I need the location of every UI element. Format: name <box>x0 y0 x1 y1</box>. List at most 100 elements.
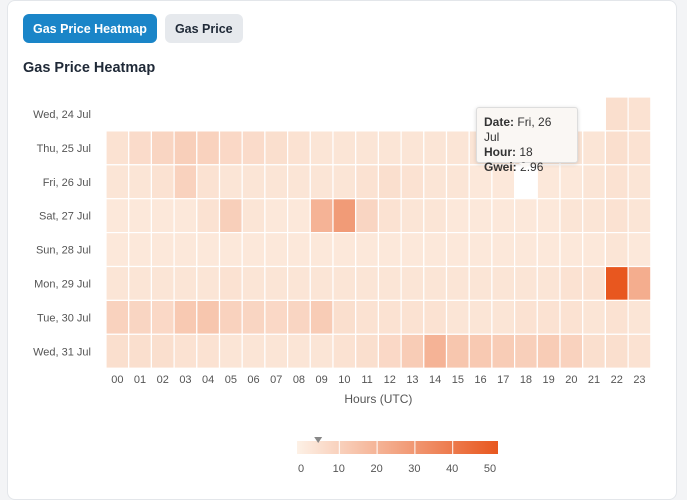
heatmap-cell[interactable] <box>218 232 243 268</box>
heatmap-cell[interactable] <box>173 299 198 335</box>
heatmap-cell[interactable] <box>377 198 402 234</box>
heatmap-cell[interactable] <box>604 96 629 132</box>
heatmap-cell[interactable] <box>287 198 311 234</box>
heatmap-cell[interactable] <box>128 232 152 268</box>
heatmap-cell[interactable] <box>604 164 629 200</box>
heatmap-cell[interactable] <box>513 265 538 302</box>
heatmap-cell[interactable] <box>423 299 448 335</box>
heatmap-cell[interactable] <box>173 198 198 234</box>
heatmap-cell[interactable] <box>559 232 584 268</box>
heatmap-cell[interactable] <box>604 130 629 166</box>
heatmap-cell[interactable] <box>491 299 516 335</box>
heatmap-cell[interactable] <box>264 333 289 369</box>
heatmap-cell[interactable] <box>105 130 130 166</box>
heatmap-cell[interactable] <box>582 265 607 302</box>
heatmap-cell[interactable] <box>627 265 652 302</box>
heatmap-cell[interactable] <box>241 299 266 335</box>
heatmap-cell[interactable] <box>241 198 266 234</box>
heatmap-cell[interactable] <box>264 299 289 335</box>
heatmap-cell[interactable] <box>536 265 561 302</box>
heatmap-cell[interactable] <box>105 299 130 335</box>
heatmap-cell[interactable] <box>582 299 607 335</box>
heatmap-cell[interactable] <box>264 265 289 302</box>
heatmap-cell[interactable] <box>377 299 402 335</box>
heatmap-cell[interactable] <box>287 333 311 369</box>
heatmap-cell[interactable] <box>196 333 221 369</box>
heatmap-cell[interactable] <box>332 333 357 369</box>
heatmap-cell[interactable] <box>309 130 334 166</box>
heatmap-cell[interactable] <box>468 265 493 302</box>
heatmap-cell[interactable] <box>627 333 652 369</box>
heatmap-cell[interactable] <box>196 299 221 335</box>
heatmap-cell[interactable] <box>582 333 607 369</box>
heatmap-cell[interactable] <box>377 333 402 369</box>
heatmap-cell[interactable] <box>196 198 221 234</box>
heatmap-cell[interactable] <box>355 265 380 302</box>
heatmap-cell[interactable] <box>287 299 311 335</box>
heatmap-cell[interactable] <box>559 265 584 302</box>
heatmap-cell[interactable] <box>105 198 130 234</box>
heatmap-cell[interactable] <box>604 299 629 335</box>
heatmap-cell[interactable] <box>627 96 652 132</box>
heatmap-cell[interactable] <box>582 164 607 200</box>
heatmap-cell[interactable] <box>264 164 289 200</box>
heatmap-cell[interactable] <box>445 198 470 234</box>
heatmap-cell[interactable] <box>150 265 175 302</box>
heatmap-cell[interactable] <box>309 232 334 268</box>
heatmap-cell[interactable] <box>218 164 243 200</box>
heatmap-cell[interactable] <box>309 299 334 335</box>
heatmap-cell[interactable] <box>445 232 470 268</box>
heatmap-cell[interactable] <box>264 130 289 166</box>
heatmap-cell[interactable] <box>445 164 470 200</box>
heatmap-cell[interactable] <box>196 265 221 302</box>
heatmap-cell[interactable] <box>445 333 470 369</box>
heatmap-cell[interactable] <box>423 164 448 200</box>
heatmap-cell[interactable] <box>445 299 470 335</box>
heatmap-cell[interactable] <box>355 333 380 369</box>
heatmap-cell[interactable] <box>309 333 334 369</box>
heatmap-cell[interactable] <box>559 333 584 369</box>
heatmap-cell[interactable] <box>128 130 152 166</box>
heatmap-cell[interactable] <box>128 299 152 335</box>
heatmap-cell[interactable] <box>264 198 289 234</box>
heatmap-cell[interactable] <box>582 232 607 268</box>
heatmap-cell[interactable] <box>377 164 402 200</box>
heatmap-cell[interactable] <box>491 232 516 268</box>
heatmap-cell[interactable] <box>627 164 652 200</box>
heatmap-cell[interactable] <box>264 232 289 268</box>
heatmap-cell[interactable] <box>400 299 425 335</box>
heatmap-cell[interactable] <box>128 333 152 369</box>
heatmap-cell[interactable] <box>604 333 629 369</box>
heatmap-cell[interactable] <box>218 333 243 369</box>
heatmap-cell[interactable] <box>355 232 380 268</box>
heatmap-cell[interactable] <box>400 232 425 268</box>
tab-gas-price-heatmap[interactable]: Gas Price Heatmap <box>23 14 157 43</box>
heatmap-cell[interactable] <box>105 232 130 268</box>
heatmap-cell[interactable] <box>173 265 198 302</box>
heatmap-cell[interactable] <box>423 198 448 234</box>
heatmap-cell[interactable] <box>604 198 629 234</box>
heatmap-cell[interactable] <box>150 299 175 335</box>
heatmap-cell[interactable] <box>218 299 243 335</box>
heatmap-cell[interactable] <box>445 265 470 302</box>
heatmap-cell[interactable] <box>377 265 402 302</box>
heatmap-cell[interactable] <box>355 299 380 335</box>
heatmap-cell[interactable] <box>536 333 561 369</box>
heatmap-cell[interactable] <box>241 265 266 302</box>
heatmap-cell[interactable] <box>218 198 243 234</box>
heatmap-cell[interactable] <box>241 232 266 268</box>
heatmap-cell[interactable] <box>536 299 561 335</box>
heatmap-cell[interactable] <box>400 164 425 200</box>
heatmap-cell[interactable] <box>150 130 175 166</box>
heatmap-cell[interactable] <box>355 130 380 166</box>
heatmap-cell[interactable] <box>309 164 334 200</box>
heatmap-cell[interactable] <box>513 333 538 369</box>
heatmap-cell[interactable] <box>491 265 516 302</box>
heatmap-cell[interactable] <box>332 265 357 302</box>
heatmap-cell[interactable] <box>377 232 402 268</box>
heatmap-cell[interactable] <box>400 333 425 369</box>
heatmap-cell[interactable] <box>128 265 152 302</box>
heatmap-cell[interactable] <box>582 198 607 234</box>
heatmap-cell[interactable] <box>604 232 629 268</box>
heatmap-cell[interactable] <box>377 130 402 166</box>
